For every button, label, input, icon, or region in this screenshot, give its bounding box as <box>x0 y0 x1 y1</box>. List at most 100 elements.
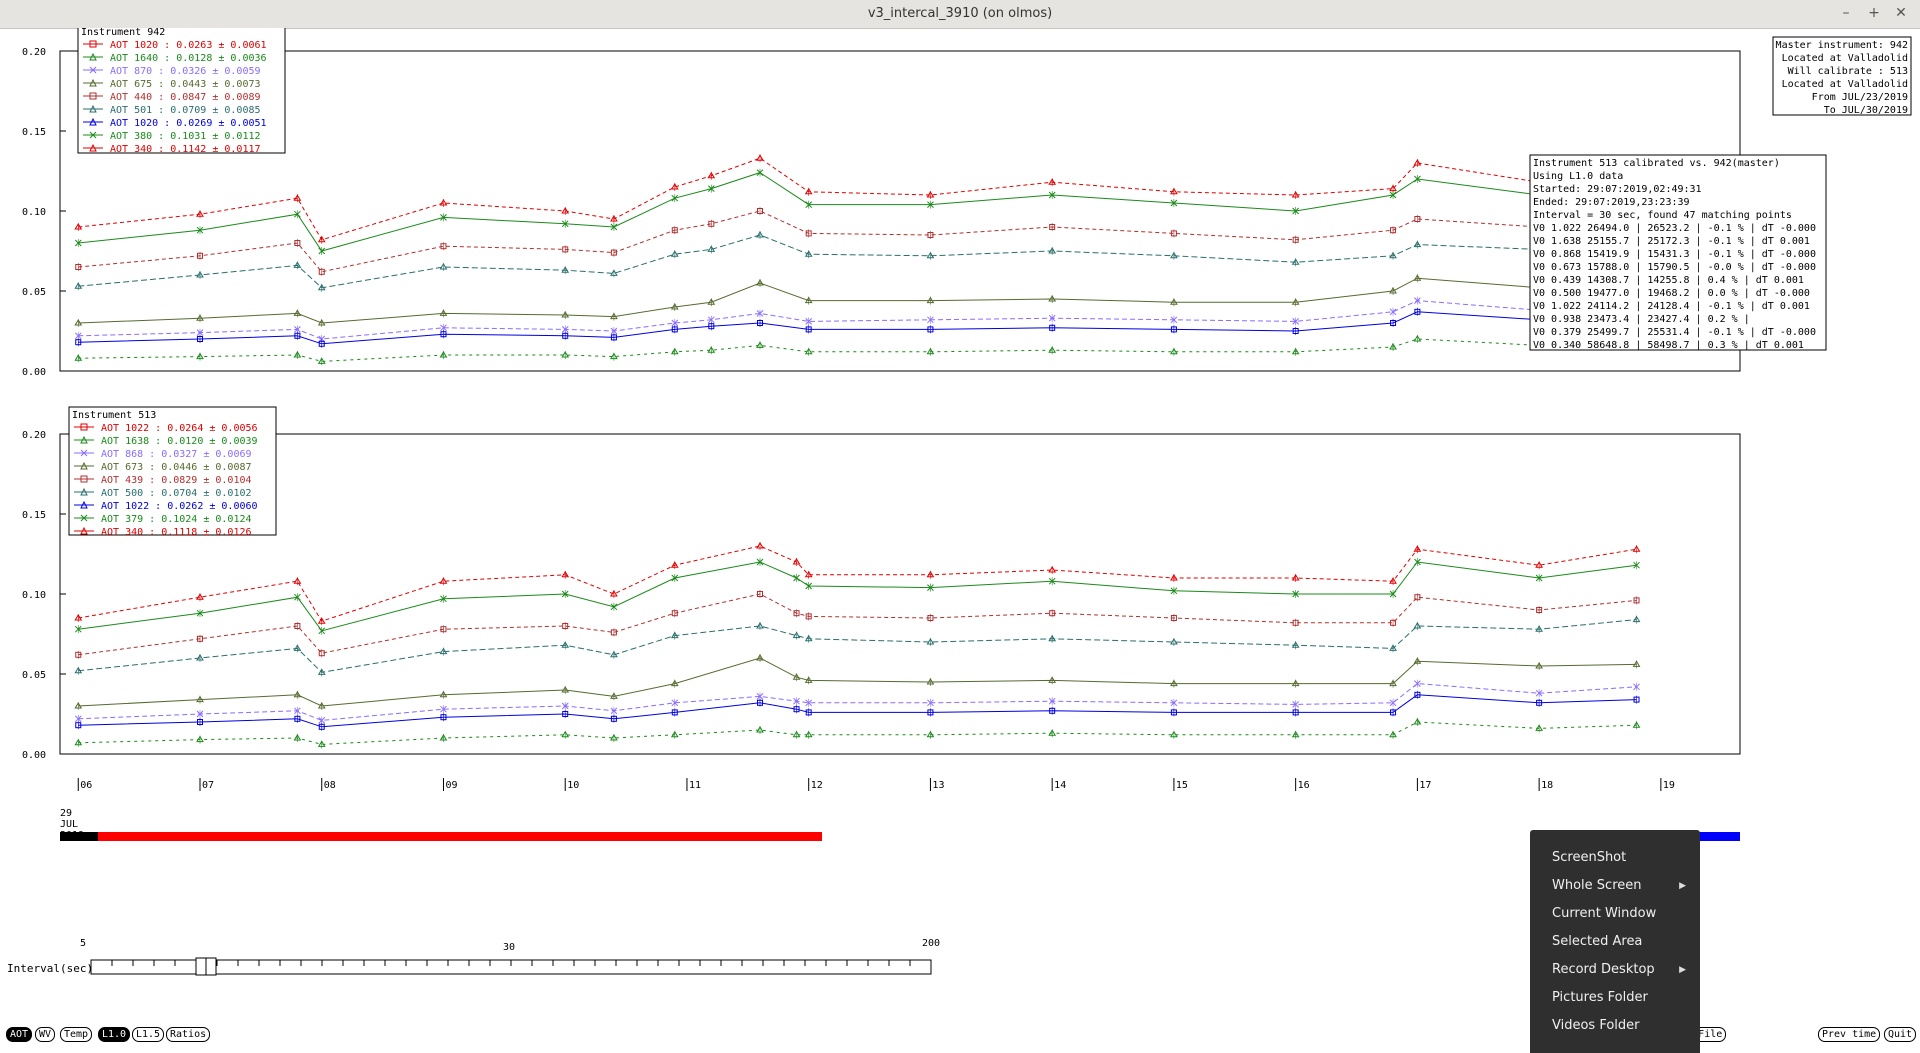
coverage-bar-black <box>60 832 98 841</box>
x-tick-label: 07 <box>202 780 214 791</box>
info-line: V0 0.673 15788.0 | 15790.5 | -0.0 % | dT… <box>1533 262 1816 273</box>
submenu-arrow-icon: ▶ <box>1679 881 1686 891</box>
legend-entry: AOT 673 : 0.0446 ± 0.0087 <box>101 462 252 473</box>
x-tick-label: 06 <box>80 780 92 791</box>
calibration-info-box: Instrument 513 calibrated vs. 942(master… <box>1529 154 1827 351</box>
y-tick-label: 0.05 <box>22 287 46 298</box>
legend-entry: AOT 675 : 0.0443 ± 0.0073 <box>110 79 261 90</box>
x-date-month: JUL <box>60 819 78 830</box>
l15-button[interactable]: L1.5 <box>132 1027 165 1042</box>
legend-entry: AOT 1022 : 0.0264 ± 0.0056 <box>101 423 258 434</box>
legend-entry: AOT 1638 : 0.0120 ± 0.0039 <box>101 436 258 447</box>
menu-item-screenshot[interactable]: ScreenShot <box>1552 848 1692 868</box>
slider-min-label: 5 <box>80 938 86 949</box>
x-tick-label: 10 <box>567 780 579 791</box>
info-line: Started: 29:07:2019,02:49:31 <box>1533 184 1702 195</box>
x-tick-label: 14 <box>1054 780 1066 791</box>
menu-item-videos-folder[interactable]: Videos Folder <box>1552 1016 1692 1036</box>
y-tick-label: 0.00 <box>22 367 46 378</box>
y-tick-label: 0.15 <box>22 127 46 138</box>
bottom-legend-title: Instrument 513 <box>72 410 156 421</box>
y-tick-label: 0.10 <box>22 207 46 218</box>
top-legend-title: Instrument 942 <box>81 28 165 38</box>
bottom-chart-frame <box>59 433 1741 755</box>
x-tick-label: 13 <box>932 780 944 791</box>
aot-button[interactable]: AOT <box>6 1027 33 1042</box>
menu-item-label: ScreenShot <box>1552 850 1627 865</box>
y-tick-label: 0.20 <box>22 47 46 58</box>
quit-button[interactable]: Quit <box>1884 1027 1917 1042</box>
prev-time-button[interactable]: Prev time <box>1818 1027 1881 1042</box>
l10-button[interactable]: L1.0 <box>98 1027 131 1042</box>
plot-canvas: 0.20 0.15 0.10 0.05 0.00 0.20 0.15 0.10 0.05 0.0… <box>22 28 1912 976</box>
legend-entry: AOT 340 : 0.1142 ± 0.0117 <box>110 144 261 155</box>
wv-button[interactable]: WV <box>35 1027 56 1042</box>
menu-item-label: Record Desktop <box>1552 962 1655 977</box>
menu-item-current-window[interactable]: Current Window <box>1552 904 1692 924</box>
menu-item-record-desktop[interactable]: Record Desktop ▶ <box>1552 960 1692 980</box>
legend-entry: AOT 1020 : 0.0269 ± 0.0051 <box>110 118 267 129</box>
menu-item-label: Whole Screen <box>1552 878 1642 893</box>
y-tick-label: 0.00 <box>22 750 46 761</box>
info-line: V0 1.022 24114.2 | 24128.4 | -0.1 % | dT… <box>1533 301 1810 312</box>
master-info-box: Master instrument: 942 Located at Vallado… <box>1772 36 1912 116</box>
ratios-button[interactable]: Ratios <box>166 1027 211 1042</box>
x-tick-label: 09 <box>445 780 457 791</box>
x-tick-label: 11 <box>689 780 701 791</box>
info-line: V0 0.868 15419.9 | 15431.3 | -0.1 % | dT… <box>1533 249 1816 260</box>
series-line <box>78 311 1649 345</box>
legend-entry: AOT 1022 : 0.0262 ± 0.0060 <box>101 501 258 512</box>
info-line: Interval = 30 sec, found 47 matching poi… <box>1533 210 1792 221</box>
top-chart-frame <box>59 50 1741 372</box>
menu-item-label: Pictures Folder <box>1552 990 1648 1005</box>
menu-item-selected-area[interactable]: Selected Area <box>1552 932 1692 952</box>
legend-entry: AOT 1020 : 0.0263 ± 0.0061 <box>110 40 267 51</box>
series-line <box>78 561 1637 632</box>
series-line <box>78 619 1637 673</box>
series-line <box>78 721 1637 745</box>
slider-label: Interval(sec) <box>7 962 94 975</box>
series-line <box>78 277 1649 324</box>
info-line: V0 0.938 23473.4 | 23427.4 | 0.2 % | <box>1533 314 1750 325</box>
legend-entry: AOT 500 : 0.0704 ± 0.0102 <box>101 488 252 499</box>
menu-item-label: Current Window <box>1552 906 1657 921</box>
legend-entry: AOT 440 : 0.0847 ± 0.0089 <box>110 92 261 103</box>
x-axis: 06 07 08 09 10 11 12 13 14 15 16 17 18 19 <box>77 778 1675 791</box>
legend-entry: AOT 1640 : 0.0128 ± 0.0036 <box>110 53 267 64</box>
menu-item-pictures-folder[interactable]: Pictures Folder <box>1552 988 1692 1008</box>
legend-entry: AOT 868 : 0.0327 ± 0.0069 <box>101 449 252 460</box>
window-titlebar: v3_intercal_3910 (on olmos) – + ✕ <box>0 0 1920 29</box>
legend-entry: AOT 439 : 0.0829 ± 0.0104 <box>101 475 252 486</box>
legend-entry: AOT 870 : 0.0326 ± 0.0059 <box>110 66 261 77</box>
x-date-day: 29 <box>60 808 72 819</box>
series-line <box>78 694 1637 728</box>
info-line: V0 0.379 25499.7 | 25531.4 | -0.1 % | dT… <box>1533 327 1816 338</box>
series-line <box>78 593 1637 656</box>
info-line: Ended: 29:07:2019,23:23:39 <box>1533 197 1690 208</box>
info-line: V0 0.439 14308.7 | 14255.8 | 0.4 % | dT … <box>1533 275 1804 286</box>
minimize-icon[interactable]: – <box>1842 5 1850 21</box>
coverage-bar-red <box>98 832 822 841</box>
info-line: Master instrument: 942 <box>1776 40 1908 51</box>
info-line: Instrument 513 calibrated vs. 942(master… <box>1533 158 1780 169</box>
info-line: V0 0.340 58648.8 | 58498.7 | 0.3 % | dT … <box>1533 340 1804 351</box>
menu-item-whole-screen[interactable]: Whole Screen ▶ <box>1552 876 1692 896</box>
info-line: V0 1.022 26494.0 | 26523.2 | -0.1 % | dT… <box>1533 223 1816 234</box>
close-icon[interactable]: ✕ <box>1895 5 1907 21</box>
legend-entry: AOT 380 : 0.1031 ± 0.0112 <box>110 131 261 142</box>
slider-max-label: 200 <box>922 938 940 949</box>
info-line: Will calibrate : 513 <box>1788 66 1908 77</box>
top-legend: Instrument 942 AOT 1020 : 0.0263 ± 0.006… <box>77 28 286 155</box>
info-line: V0 1.638 25155.7 | 25172.3 | -0.1 % | dT… <box>1533 236 1810 247</box>
x-tick-label: 15 <box>1176 780 1188 791</box>
info-line: From JUL/23/2019 <box>1812 92 1908 103</box>
submenu-arrow-icon: ▶ <box>1679 965 1686 975</box>
maximize-icon[interactable]: + <box>1868 5 1880 21</box>
screenshot-context-menu: ScreenShot Whole Screen ▶ Current Window … <box>1530 830 1700 1053</box>
series-line <box>78 657 1637 707</box>
temp-button[interactable]: Temp <box>60 1027 93 1042</box>
interval-slider[interactable]: 5 30 200 <box>80 938 940 976</box>
info-line: V0 0.500 19477.0 | 19468.2 | 0.0 % | dT … <box>1533 288 1810 299</box>
y-tick-label: 0.15 <box>22 510 46 521</box>
x-tick-label: 17 <box>1419 780 1431 791</box>
